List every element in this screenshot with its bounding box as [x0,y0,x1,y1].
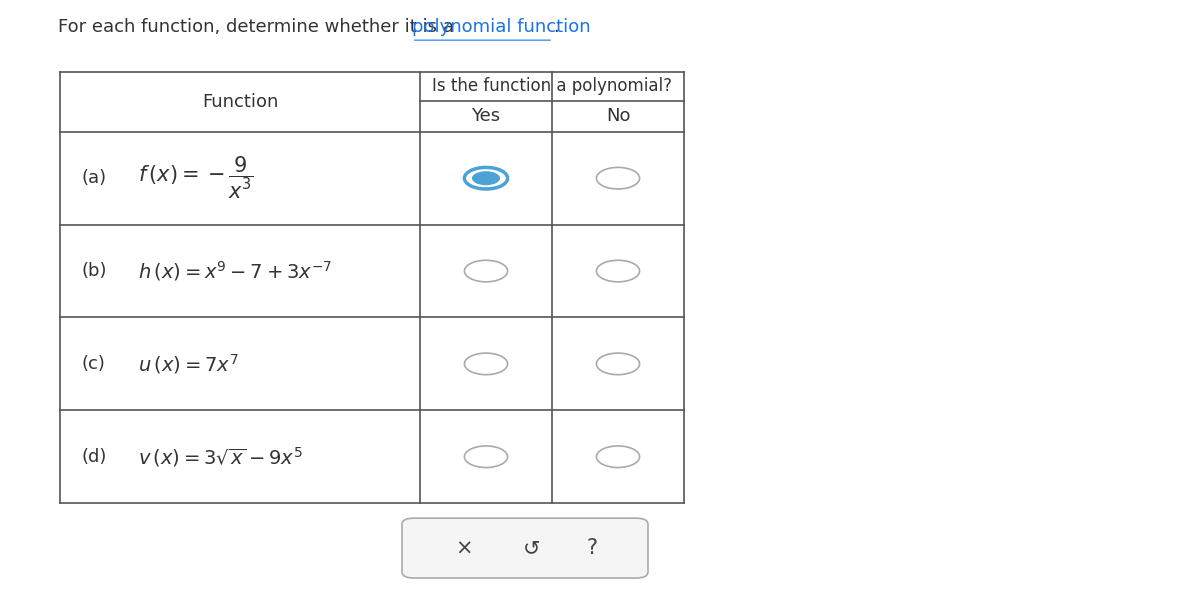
Text: $f\,(x)=-\dfrac{9}{x^3}$: $f\,(x)=-\dfrac{9}{x^3}$ [138,155,254,201]
Text: For each function, determine whether it is a: For each function, determine whether it … [58,18,460,36]
Text: .: . [553,18,559,36]
FancyBboxPatch shape [402,518,648,578]
Text: $\times$: $\times$ [455,538,472,558]
Text: $h\,(x)=x^{9}-7+3x^{-7}$: $h\,(x)=x^{9}-7+3x^{-7}$ [138,259,332,283]
Text: ?: ? [586,538,598,558]
Text: $u\,(x)=7x^{7}$: $u\,(x)=7x^{7}$ [138,352,239,376]
Text: $v\,(x)=3\sqrt{x}-9x^{5}$: $v\,(x)=3\sqrt{x}-9x^{5}$ [138,445,302,468]
Text: Yes: Yes [472,107,500,125]
Text: (d): (d) [82,447,107,466]
Text: (a): (a) [82,169,107,187]
Text: (b): (b) [82,262,107,280]
Text: polynomial function: polynomial function [412,18,590,36]
Text: $\circlearrowleft$: $\circlearrowleft$ [518,538,540,558]
Text: No: No [606,107,630,125]
Text: (c): (c) [82,355,106,373]
Text: Function: Function [202,93,278,111]
Text: Is the function a polynomial?: Is the function a polynomial? [432,77,672,95]
Circle shape [472,171,500,185]
